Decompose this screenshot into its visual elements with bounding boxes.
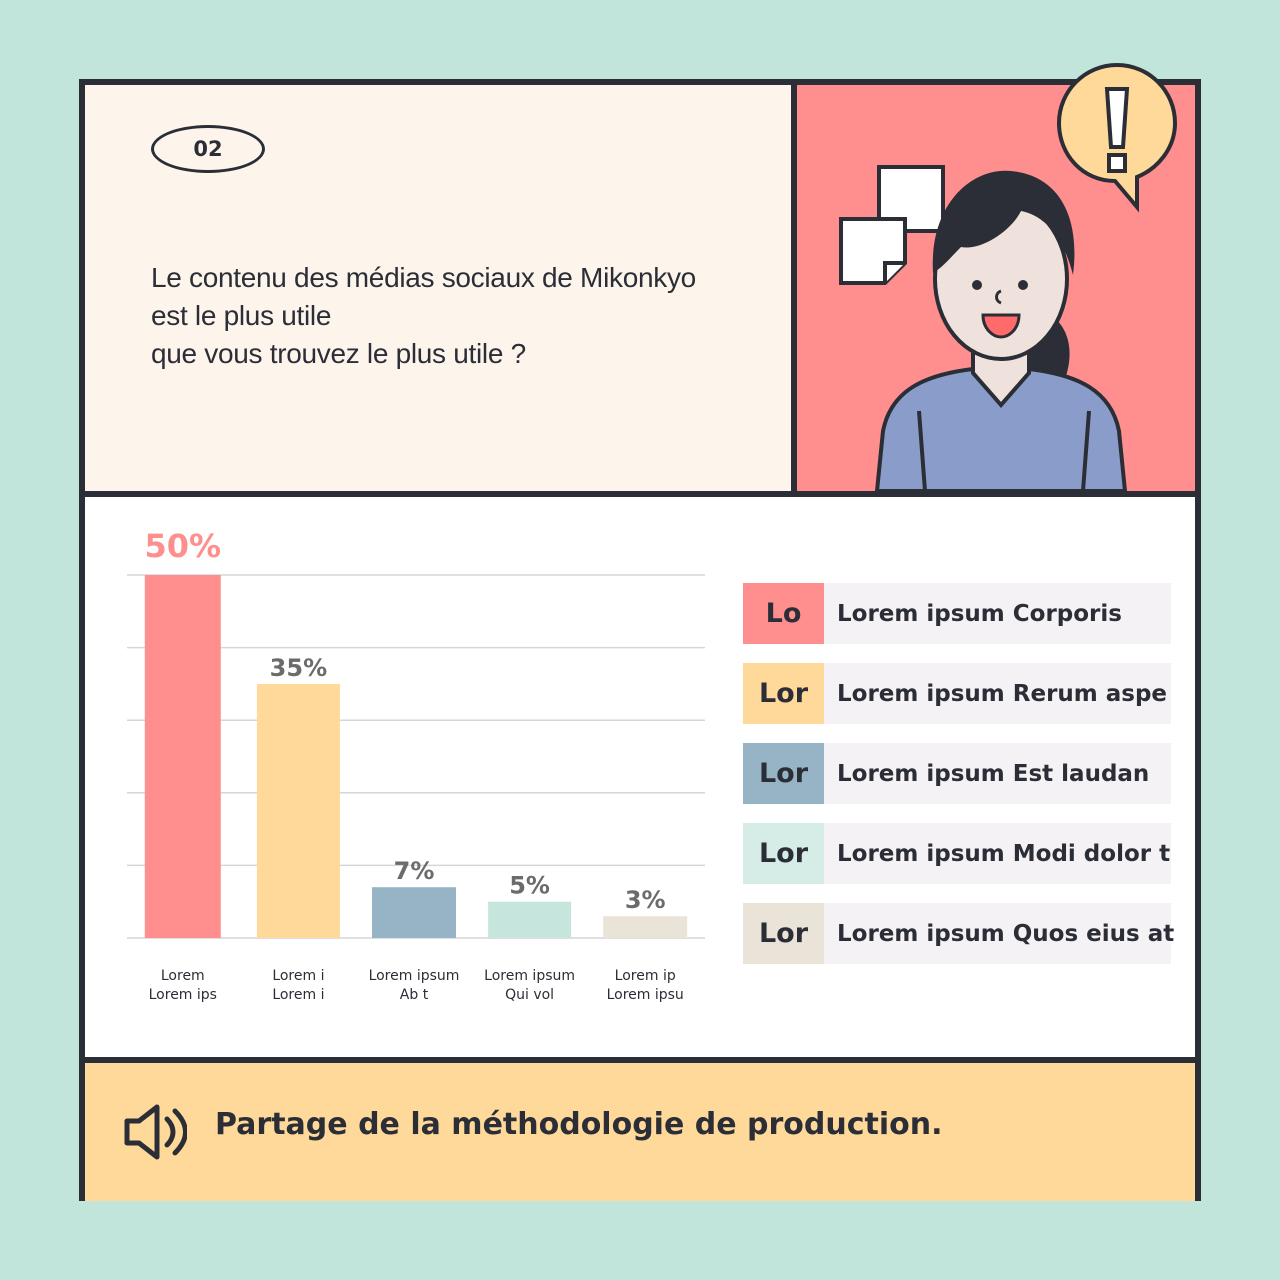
legend-item: Lor Lorem ipsum Rerum aspe — [743, 663, 1171, 724]
category-label: Lorem ipsum — [484, 968, 575, 984]
footer-banner: Partage de la méthodologie de production… — [85, 1057, 1195, 1201]
legend-item: Lor Lorem ipsum Modi dolor t — [743, 823, 1171, 884]
bar-value-label: 50% — [145, 527, 222, 565]
legend-swatch: Lor — [743, 903, 824, 964]
question-line: est le plus utile — [151, 300, 332, 331]
question-text: Le contenu des médias sociaux de Mikonky… — [151, 259, 771, 373]
survey-card: 02 Le contenu des médias sociaux de Miko… — [79, 62, 1201, 1201]
woman-avatar — [839, 62, 1178, 491]
legend-swatch: Lor — [743, 743, 824, 804]
legend-item: Lor Lorem ipsum Est laudan — [743, 743, 1171, 804]
bar — [256, 683, 340, 938]
legend-label: Lorem ipsum Est laudan — [837, 760, 1150, 787]
bar-chart: 50% Lorem Lorem ips 35% Lorem i Lorem i 7% Lore… — [127, 527, 705, 1003]
legend-swatch: Lo — [743, 583, 824, 644]
legend-label: Lorem ipsum Quos eius at — [837, 920, 1175, 947]
question-line: Le contenu des médias sociaux de Mikonky… — [151, 262, 696, 293]
bar — [144, 575, 221, 938]
bar-value-label: 3% — [625, 886, 666, 914]
legend-label: Lorem ipsum Rerum aspe — [837, 680, 1168, 707]
question-panel: 02 Le contenu des médias sociaux de Miko… — [85, 85, 797, 497]
question-line: que vous trouvez le plus utile ? — [151, 338, 526, 369]
category-label: Lorem ipsu — [607, 987, 684, 1003]
legend-label: Lorem ipsum Corporis — [837, 600, 1122, 627]
legend-item: Lo Lorem ipsum Corporis — [743, 583, 1171, 644]
legend-item: Lor Lorem ipsum Quos eius at — [743, 903, 1175, 964]
footer-text: Partage de la méthodologie de production… — [215, 1107, 943, 1142]
category-label: Lorem i — [272, 987, 324, 1003]
speaker-icon — [124, 1104, 187, 1160]
bar — [372, 887, 456, 938]
category-label: Ab t — [400, 987, 429, 1003]
legend: Lo Lorem ipsum Corporis Lor Lorem ipsum … — [743, 583, 1175, 983]
bar — [603, 916, 688, 938]
category-label: Lorem ipsum — [369, 968, 460, 984]
category-label: Lorem ips — [149, 987, 217, 1003]
category-label: Lorem ip — [615, 968, 676, 984]
bar-value-label: 7% — [394, 857, 435, 885]
bar — [488, 901, 572, 938]
legend-swatch: Lor — [743, 823, 824, 884]
bar-value-label: 35% — [270, 654, 327, 682]
alert-speech-bubble-icon — [1056, 62, 1178, 213]
legend-label: Lorem ipsum Modi dolor t — [837, 840, 1171, 867]
category-label: Lorem i — [272, 968, 324, 984]
illustration-panel — [797, 62, 1195, 497]
bar-value-label: 5% — [509, 872, 550, 900]
category-label: Qui vol — [505, 987, 554, 1003]
legend-swatch: Lor — [743, 663, 824, 724]
chart-area: 50% Lorem Lorem ips 35% Lorem i Lorem i 7% Lore… — [85, 497, 1195, 1057]
question-number-badge: 02 — [151, 125, 265, 173]
notes-icon — [839, 165, 945, 285]
category-label: Lorem — [161, 968, 205, 984]
